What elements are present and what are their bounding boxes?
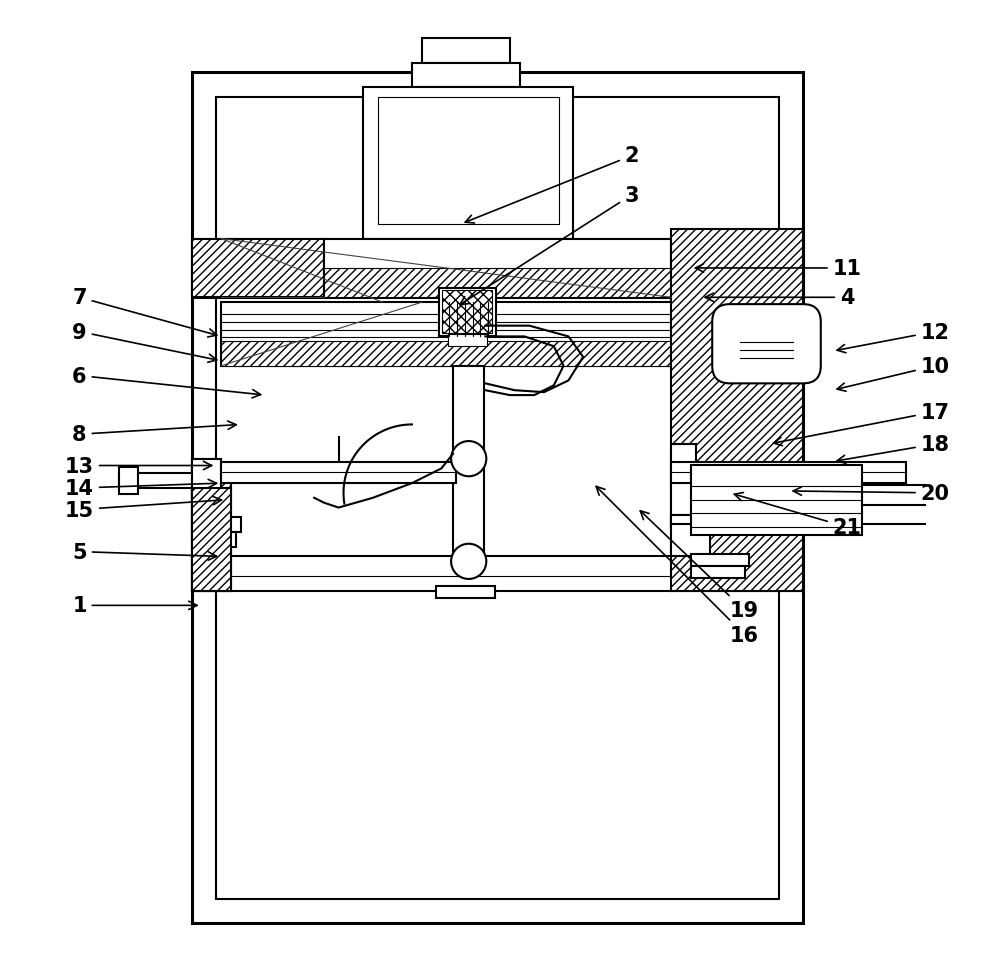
Bar bbox=[671, 516, 696, 528]
Bar bbox=[221, 303, 774, 366]
Text: 1: 1 bbox=[72, 596, 197, 616]
Circle shape bbox=[451, 442, 486, 477]
Bar bbox=[671, 230, 803, 591]
Bar bbox=[324, 239, 671, 298]
Text: 16: 16 bbox=[596, 487, 759, 645]
Bar bbox=[192, 239, 324, 298]
Circle shape bbox=[451, 544, 486, 579]
Bar bbox=[691, 465, 862, 535]
Bar bbox=[671, 462, 906, 484]
Bar bbox=[192, 532, 236, 547]
Bar bbox=[691, 567, 744, 578]
Text: 9: 9 bbox=[72, 322, 217, 362]
Text: 12: 12 bbox=[837, 322, 950, 354]
Text: 10: 10 bbox=[837, 357, 950, 392]
Bar bbox=[119, 474, 192, 488]
Text: 11: 11 bbox=[695, 259, 862, 278]
Text: 20: 20 bbox=[793, 484, 950, 503]
Bar bbox=[192, 557, 803, 591]
Bar bbox=[192, 488, 231, 591]
Bar bbox=[192, 73, 803, 923]
Bar bbox=[192, 518, 241, 532]
Text: 13: 13 bbox=[65, 456, 212, 476]
Bar bbox=[671, 516, 710, 528]
Bar bbox=[442, 291, 492, 334]
Bar bbox=[453, 366, 484, 454]
Bar bbox=[448, 335, 487, 347]
Text: 18: 18 bbox=[837, 435, 950, 464]
Text: 6: 6 bbox=[72, 366, 261, 399]
Text: 17: 17 bbox=[774, 403, 950, 446]
Bar bbox=[378, 98, 559, 225]
Bar bbox=[691, 469, 847, 532]
Text: 15: 15 bbox=[65, 497, 222, 520]
Bar bbox=[439, 288, 496, 337]
Text: 5: 5 bbox=[72, 542, 217, 562]
Bar bbox=[691, 554, 749, 567]
Bar bbox=[221, 342, 774, 366]
Bar bbox=[412, 64, 520, 88]
Text: 21: 21 bbox=[734, 493, 862, 537]
Bar bbox=[453, 459, 484, 557]
Bar bbox=[324, 269, 671, 298]
Text: 2: 2 bbox=[465, 147, 639, 224]
Bar bbox=[422, 39, 510, 64]
Bar bbox=[436, 586, 495, 598]
Bar bbox=[192, 459, 221, 523]
Bar bbox=[192, 464, 231, 591]
FancyBboxPatch shape bbox=[712, 305, 821, 384]
Bar bbox=[221, 462, 456, 484]
Bar bbox=[192, 239, 803, 298]
Bar bbox=[671, 239, 803, 298]
Text: 7: 7 bbox=[72, 288, 217, 338]
Text: 19: 19 bbox=[640, 511, 759, 620]
Text: 3: 3 bbox=[460, 186, 639, 305]
Text: 8: 8 bbox=[72, 422, 236, 445]
Bar bbox=[119, 468, 138, 494]
Bar bbox=[671, 445, 696, 528]
Text: 14: 14 bbox=[65, 479, 217, 498]
Bar bbox=[192, 459, 221, 498]
Text: 4: 4 bbox=[705, 288, 854, 308]
Bar bbox=[216, 98, 779, 899]
Bar bbox=[671, 525, 710, 557]
Bar bbox=[363, 88, 573, 239]
